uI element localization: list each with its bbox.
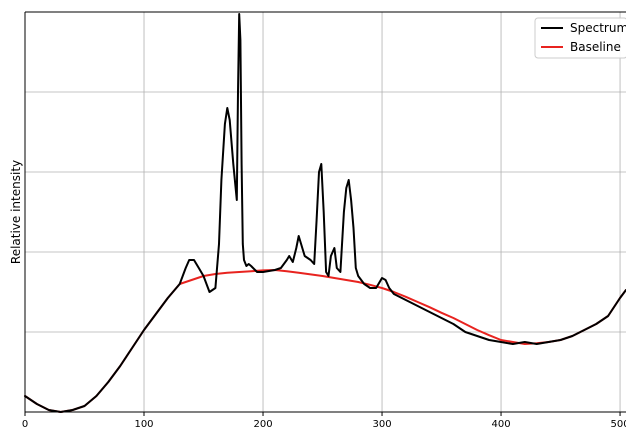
legend-label-baseline: Baseline [570, 40, 621, 54]
x-tick-label-1: 100 [134, 419, 153, 428]
legend: Spectrum Baseline [534, 17, 626, 59]
y-axis-label: Relative intensity [9, 160, 23, 264]
plot-area [25, 12, 626, 412]
x-axis-ticks: 0 100 200 300 400 500 [22, 412, 626, 428]
x-tick-label-4: 400 [491, 419, 510, 428]
x-tick-label-5: 500 [611, 419, 626, 428]
x-tick-label-3: 300 [372, 419, 391, 428]
series-line-spectrum [24, 13, 626, 413]
legend-label-spectrum: Spectrum [570, 21, 626, 35]
series-lines [24, 13, 626, 413]
x-tick-label-0: 0 [22, 419, 28, 428]
x-tick-label-2: 200 [253, 419, 272, 428]
grid-lines [24, 12, 626, 412]
